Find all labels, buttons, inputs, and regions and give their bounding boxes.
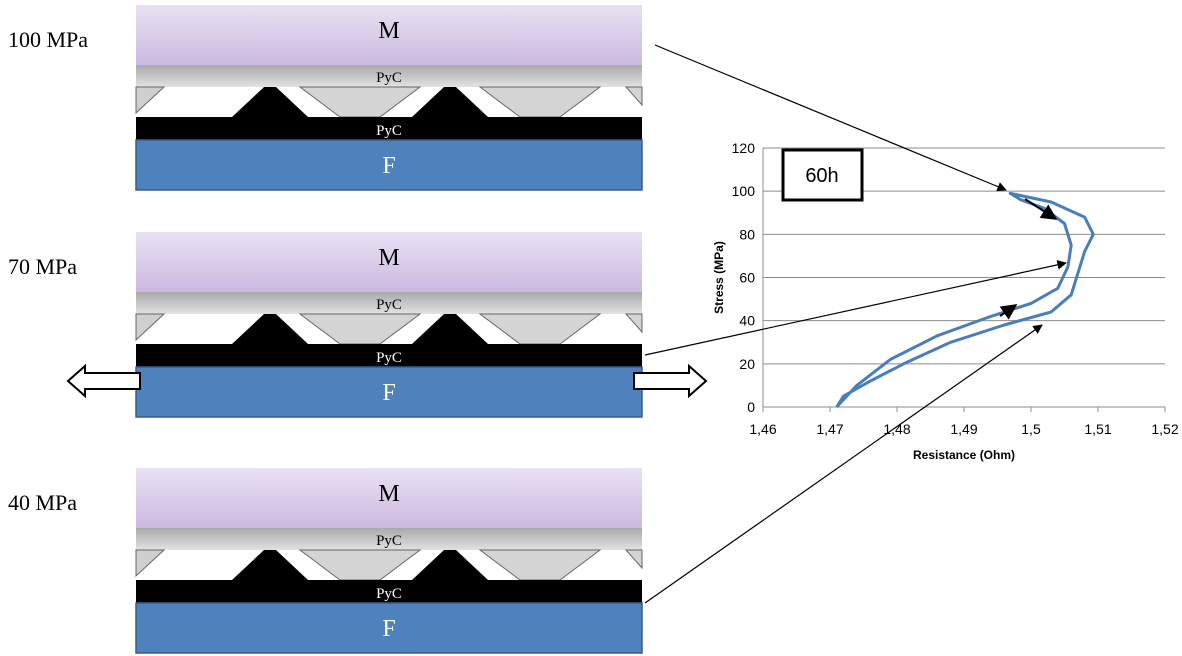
y-tick-label: 0 bbox=[747, 399, 755, 415]
matrix-layer bbox=[136, 468, 642, 528]
pointer-arrow bbox=[644, 260, 1067, 356]
annotation-box bbox=[781, 148, 864, 202]
pyc-bump bbox=[412, 550, 488, 580]
pyc-wedge bbox=[135, 86, 166, 115]
y-tick-label: 80 bbox=[739, 226, 755, 242]
x-tick-label: 1,48 bbox=[883, 421, 910, 437]
pyc-wedge bbox=[624, 86, 643, 107]
y-tick-label: 20 bbox=[739, 356, 755, 372]
y-tick-label: 100 bbox=[732, 183, 756, 199]
x-tick-label: 1,47 bbox=[816, 421, 843, 437]
layer-stack: M PyC PyC F bbox=[135, 468, 643, 654]
y-tick-label: 60 bbox=[739, 270, 755, 286]
pyc-bottom-layer bbox=[136, 117, 642, 140]
matrix-label: M bbox=[378, 245, 399, 271]
fiber-layer bbox=[135, 139, 643, 191]
x-axis-title: Resistance (Ohm) bbox=[913, 448, 1015, 462]
pyc-wedge bbox=[624, 549, 643, 570]
pointer-arrow bbox=[654, 44, 1007, 192]
pyc-bump bbox=[232, 550, 308, 580]
x-tick-label: 1,49 bbox=[950, 421, 977, 437]
y-tick-label: 120 bbox=[732, 140, 756, 156]
layer-stack: M PyC PyC F bbox=[135, 5, 643, 191]
pyc-bump bbox=[412, 314, 488, 344]
pyc-wedge bbox=[624, 313, 643, 334]
pointer-arrow bbox=[644, 324, 1043, 604]
pyc-bottom-layer bbox=[136, 580, 642, 603]
pyc-bump bbox=[232, 87, 308, 117]
pull-arrow-left bbox=[66, 363, 141, 399]
pyc-wedge bbox=[135, 549, 166, 578]
pull-arrow-right bbox=[633, 363, 708, 399]
matrix-label: M bbox=[378, 18, 399, 44]
matrix-layer bbox=[136, 232, 642, 292]
pyc-bump bbox=[232, 314, 308, 344]
fiber-layer bbox=[135, 602, 643, 654]
pyc-bump bbox=[412, 87, 488, 117]
x-tick-label: 1,46 bbox=[749, 421, 776, 437]
pyc-wedge bbox=[135, 313, 166, 342]
x-tick-label: 1,52 bbox=[1151, 421, 1178, 437]
direction-arrow bbox=[1024, 198, 1058, 220]
pyc-label: PyC bbox=[376, 70, 402, 86]
y-tick-label: 40 bbox=[739, 313, 755, 329]
stress-label: 70 MPa bbox=[8, 254, 77, 279]
matrix-label: M bbox=[378, 481, 399, 507]
fiber-label: F bbox=[382, 616, 395, 642]
stress-label: 100 MPa bbox=[8, 27, 88, 52]
layer-stack: M PyC PyC F bbox=[135, 232, 643, 418]
pyc-label: PyC bbox=[376, 586, 402, 602]
data-line bbox=[835, 191, 1095, 409]
annotation: 60h bbox=[805, 165, 838, 187]
x-tick-label: 1,5 bbox=[1021, 421, 1041, 437]
matrix-layer bbox=[136, 5, 642, 65]
pyc-label: PyC bbox=[376, 533, 402, 549]
fiber-label: F bbox=[382, 153, 395, 179]
y-axis-title: Stress (MPa) bbox=[712, 241, 726, 314]
x-tick-label: 1,51 bbox=[1084, 421, 1111, 437]
stress-label: 40 MPa bbox=[8, 490, 77, 515]
pyc-label: PyC bbox=[376, 350, 402, 366]
pyc-bottom-layer bbox=[136, 344, 642, 367]
pyc-label: PyC bbox=[376, 123, 402, 139]
pyc-layer bbox=[136, 528, 642, 550]
direction-arrow bbox=[999, 304, 1018, 320]
fiber-label: F bbox=[382, 380, 395, 406]
pyc-label: PyC bbox=[376, 297, 402, 313]
fiber-layer bbox=[135, 366, 643, 418]
pyc-layer bbox=[136, 292, 642, 314]
pyc-layer bbox=[136, 65, 642, 87]
